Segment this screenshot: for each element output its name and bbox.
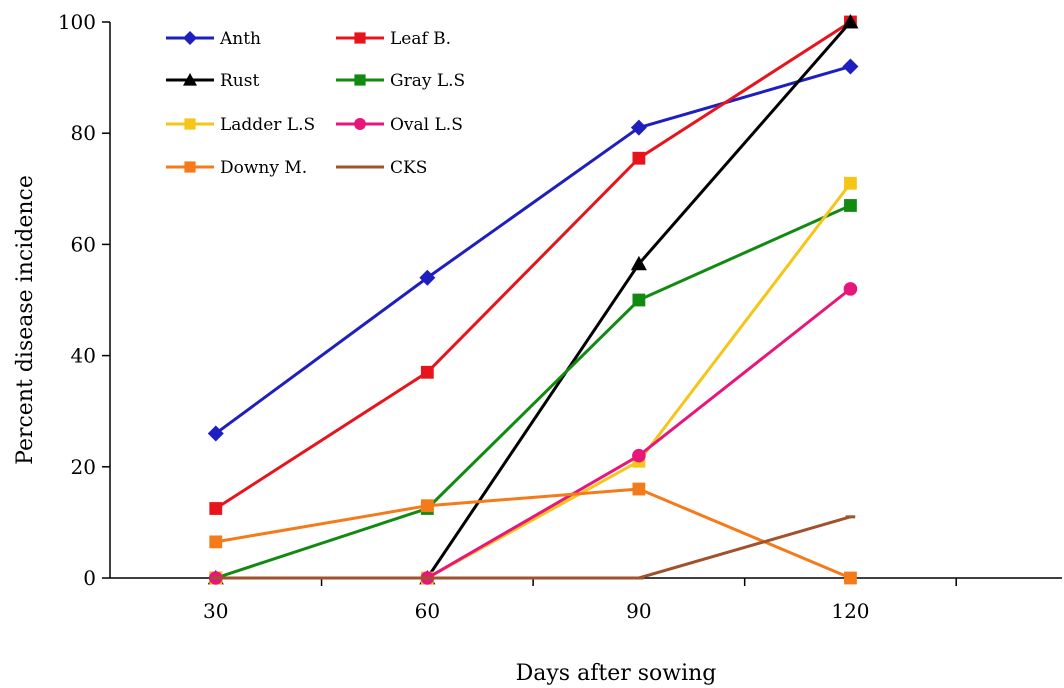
legend-label: Anth — [219, 29, 261, 49]
data-point-square — [209, 502, 223, 515]
legend-item: Gray L.S — [336, 71, 465, 91]
y-tick-label: 100 — [58, 10, 96, 34]
series-line — [215, 487, 852, 580]
data-point-square — [632, 293, 646, 307]
data-point-square — [184, 118, 196, 130]
legend: Anth Leaf B. Rust Gray L.S Ladder L.S Oval L.… — [166, 29, 465, 178]
series-line — [215, 287, 852, 580]
x-tick-label: 90 — [626, 599, 651, 623]
series-line — [215, 515, 851, 580]
data-point-triangle — [842, 14, 859, 29]
legend-item: Oval L.S — [336, 115, 463, 135]
legend-label: Gray L.S — [390, 71, 465, 91]
data-point-square — [184, 161, 196, 173]
data-point-triangle — [630, 255, 647, 271]
y-axis-title: Percent disease incidence — [13, 175, 38, 465]
data-point-square — [632, 482, 646, 496]
series-leaf-b — [209, 15, 857, 515]
data-point-diamond — [419, 269, 436, 286]
data-point-circle — [354, 118, 366, 130]
axes: 0 20 40 60 80 100 30 60 90 120 — [58, 10, 1062, 623]
x-tick-label: 60 — [415, 599, 440, 623]
data-point-square — [844, 176, 857, 190]
legend-item: Downy M. — [166, 158, 307, 178]
legend-label: Ladder L.S — [220, 115, 315, 135]
data-point-square — [844, 199, 857, 212]
data-point-diamond — [207, 425, 224, 442]
legend-label: Downy M. — [220, 158, 307, 178]
data-point-circle — [843, 282, 858, 296]
y-tick-label: 80 — [71, 121, 96, 145]
y-tick-label: 0 — [83, 566, 96, 590]
x-axis-title: Days after sowing — [516, 661, 717, 686]
legend-label: Rust — [220, 71, 259, 91]
x-tick-label: 30 — [203, 599, 228, 623]
data-point-triangle — [183, 73, 197, 86]
series-cks — [210, 515, 856, 580]
data-point-square — [420, 365, 434, 379]
data-point-square — [354, 74, 366, 86]
series-line — [215, 21, 852, 580]
data-point-square — [420, 499, 434, 513]
legend-item: CKS — [336, 158, 427, 178]
data-point-diamond — [183, 31, 197, 45]
series-line — [214, 65, 851, 435]
series-line — [215, 182, 852, 580]
series-downy-m — [209, 482, 857, 585]
legend-item: Anth — [166, 29, 261, 49]
series-line — [214, 20, 852, 510]
y-tick-label: 60 — [71, 232, 96, 256]
data-point-square — [632, 151, 646, 165]
y-tick-label: 40 — [71, 344, 96, 368]
series-anth — [207, 58, 859, 442]
series-layer — [207, 14, 859, 585]
data-point-circle — [632, 448, 646, 463]
y-tick-label: 20 — [71, 455, 96, 479]
legend-item: Leaf B. — [336, 29, 451, 49]
legend-item: Rust — [166, 71, 259, 91]
legend-item: Ladder L.S — [166, 115, 315, 135]
legend-label: Leaf B. — [390, 29, 451, 49]
data-point-diamond — [842, 58, 859, 75]
data-point-square — [844, 571, 857, 585]
data-point-square — [209, 535, 223, 549]
series-ladder-l-s — [209, 176, 857, 585]
data-point-square — [354, 32, 366, 44]
legend-label: Oval L.S — [390, 115, 463, 135]
legend-label: CKS — [390, 158, 427, 178]
x-tick-label: 120 — [831, 599, 869, 623]
data-point-diamond — [630, 119, 647, 136]
series-line — [215, 204, 852, 580]
